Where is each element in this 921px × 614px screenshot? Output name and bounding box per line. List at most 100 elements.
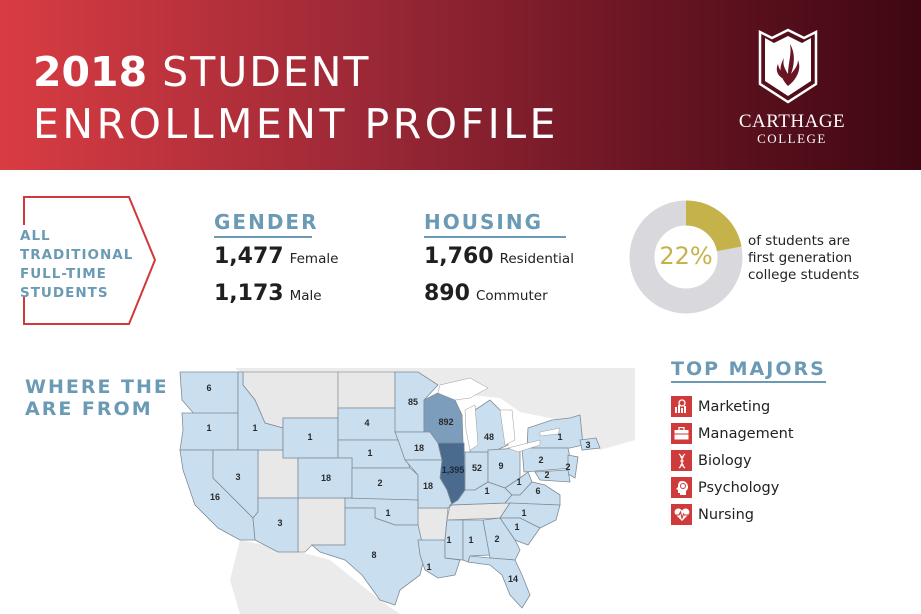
state-count-LA: 1 [426,562,431,572]
lake-michigan [464,404,479,451]
state-count-MO: 18 [423,481,433,491]
state-count-MN: 85 [408,397,418,407]
first-generation-donut-chart [629,200,743,314]
state-count-OR: 1 [206,423,211,433]
state-count-MD: 2 [544,470,549,480]
stat-value: 1,477 [214,244,284,269]
major-label: Management [698,425,794,442]
book-flame-shield-icon [758,28,818,104]
state-count-IA: 18 [414,443,424,453]
header-banner: 2018 STUDENT ENROLLMENT PROFILE CARTHAGE… [0,0,921,170]
page-title: 2018 STUDENT ENROLLMENT PROFILE [33,46,559,150]
state-count-WV: 1 [516,477,521,487]
stat-label: Female [289,251,339,267]
state-count-OK: 1 [385,508,390,518]
first-generation-caption: of students are first generation college… [748,233,859,284]
state-FL [467,555,531,609]
state-KS [351,467,419,501]
state-count-OH: 9 [498,461,503,471]
stat-value: 890 [424,281,470,306]
caption-line: college students [748,267,860,283]
stat-value: 1,760 [424,244,494,269]
state-ND [337,371,396,409]
state-AZ [252,497,299,553]
title-year: 2018 [33,48,148,96]
dna-icon [671,450,692,471]
title-line: ARE FROM [25,398,153,420]
title-line2: ENROLLMENT PROFILE [33,100,559,148]
major-item: Psychology [671,474,794,501]
state-count-WY: 1 [307,432,312,442]
state-count-AZ: 3 [277,518,282,528]
badge-line: FULL-TIME [20,266,107,282]
state-count-FL: 14 [508,574,518,584]
state-count-VA: 6 [535,486,540,496]
major-label: Nursing [698,506,754,523]
majors-list: Marketing Management Biology Psychology … [671,393,794,528]
caption-line: first generation [748,250,853,266]
gender-male-stat: 1,173 Male [214,281,322,306]
state-count-GA: 2 [494,534,499,544]
state-count-KY: 1 [484,486,489,496]
badge-line: ALL [20,228,51,244]
state-MA [579,437,601,451]
state-count-NC: 1 [521,508,526,518]
major-item: Nursing [671,501,794,528]
logo-subtitle: COLLEGE [757,131,827,146]
traditional-students-badge [22,195,158,327]
gender-female-stat: 1,477 Female [214,244,338,269]
carthage-logo: CARTHAGE COLLEGE [734,28,850,148]
state-MS [444,519,464,561]
lake-huron [499,409,516,446]
lake-erie [507,439,541,453]
major-label: Psychology [698,479,780,496]
major-item: Marketing [671,393,794,420]
where-they-are-from-title: WHERE THEY ARE FROM [25,376,185,420]
state-MD [534,469,571,483]
state-count-NJ: 2 [565,462,570,472]
state-count-WA: 6 [206,383,211,393]
housing-commuter-stat: 890 Commuter [424,281,548,306]
head-brain-icon [671,477,692,498]
stat-label: Commuter [475,288,548,304]
badge-line: TRADITIONAL [20,247,134,263]
housing-title: HOUSING [424,210,566,238]
gender-title: GENDER [214,210,316,238]
chart-magnifier-icon [671,396,692,417]
major-label: Biology [698,452,752,469]
state-VA [504,481,561,506]
state-count-IL: 1,395 [442,465,465,475]
state-count-KS: 2 [377,478,382,488]
state-count-NV: 3 [235,472,240,482]
state-count-ID: 1 [252,423,257,433]
top-majors-title: TOP MAJORS [671,358,826,383]
state-NJ [567,454,579,479]
state-count-CA: 16 [210,492,220,502]
badge-line: STUDENTS [20,285,109,301]
state-count-PA: 2 [538,455,543,465]
major-item: Management [671,420,794,447]
title-line1: STUDENT [162,48,371,96]
state-count-MS: 1 [446,535,451,545]
first-generation-percent: 22% [659,242,713,270]
state-TX [310,507,426,606]
state-count-MA: 3 [585,440,590,450]
state-count-NY: 1 [557,432,562,442]
state-count-MI: 48 [484,432,494,442]
briefcase-icon [671,423,692,444]
us-states-map: 6 1 1 1 4 1 85 892 18 1,395 52 48 9 1 2 … [165,368,635,614]
title-line: WHERE THEY [25,376,185,398]
stat-label: Male [289,288,322,304]
state-count-SD: 4 [364,418,369,428]
lake-superior [437,377,489,401]
stat-value: 1,173 [214,281,284,306]
logo-name: CARTHAGE [738,111,846,132]
state-count-AL: 1 [468,535,473,545]
state-NM [297,497,346,553]
state-count-NE: 1 [367,448,372,458]
state-count-CO: 18 [321,473,331,483]
lake-ontario [539,427,561,437]
badge-outline-icon [23,196,157,325]
caption-line: of students are [748,233,851,249]
housing-residential-stat: 1,760 Residential [424,244,574,269]
